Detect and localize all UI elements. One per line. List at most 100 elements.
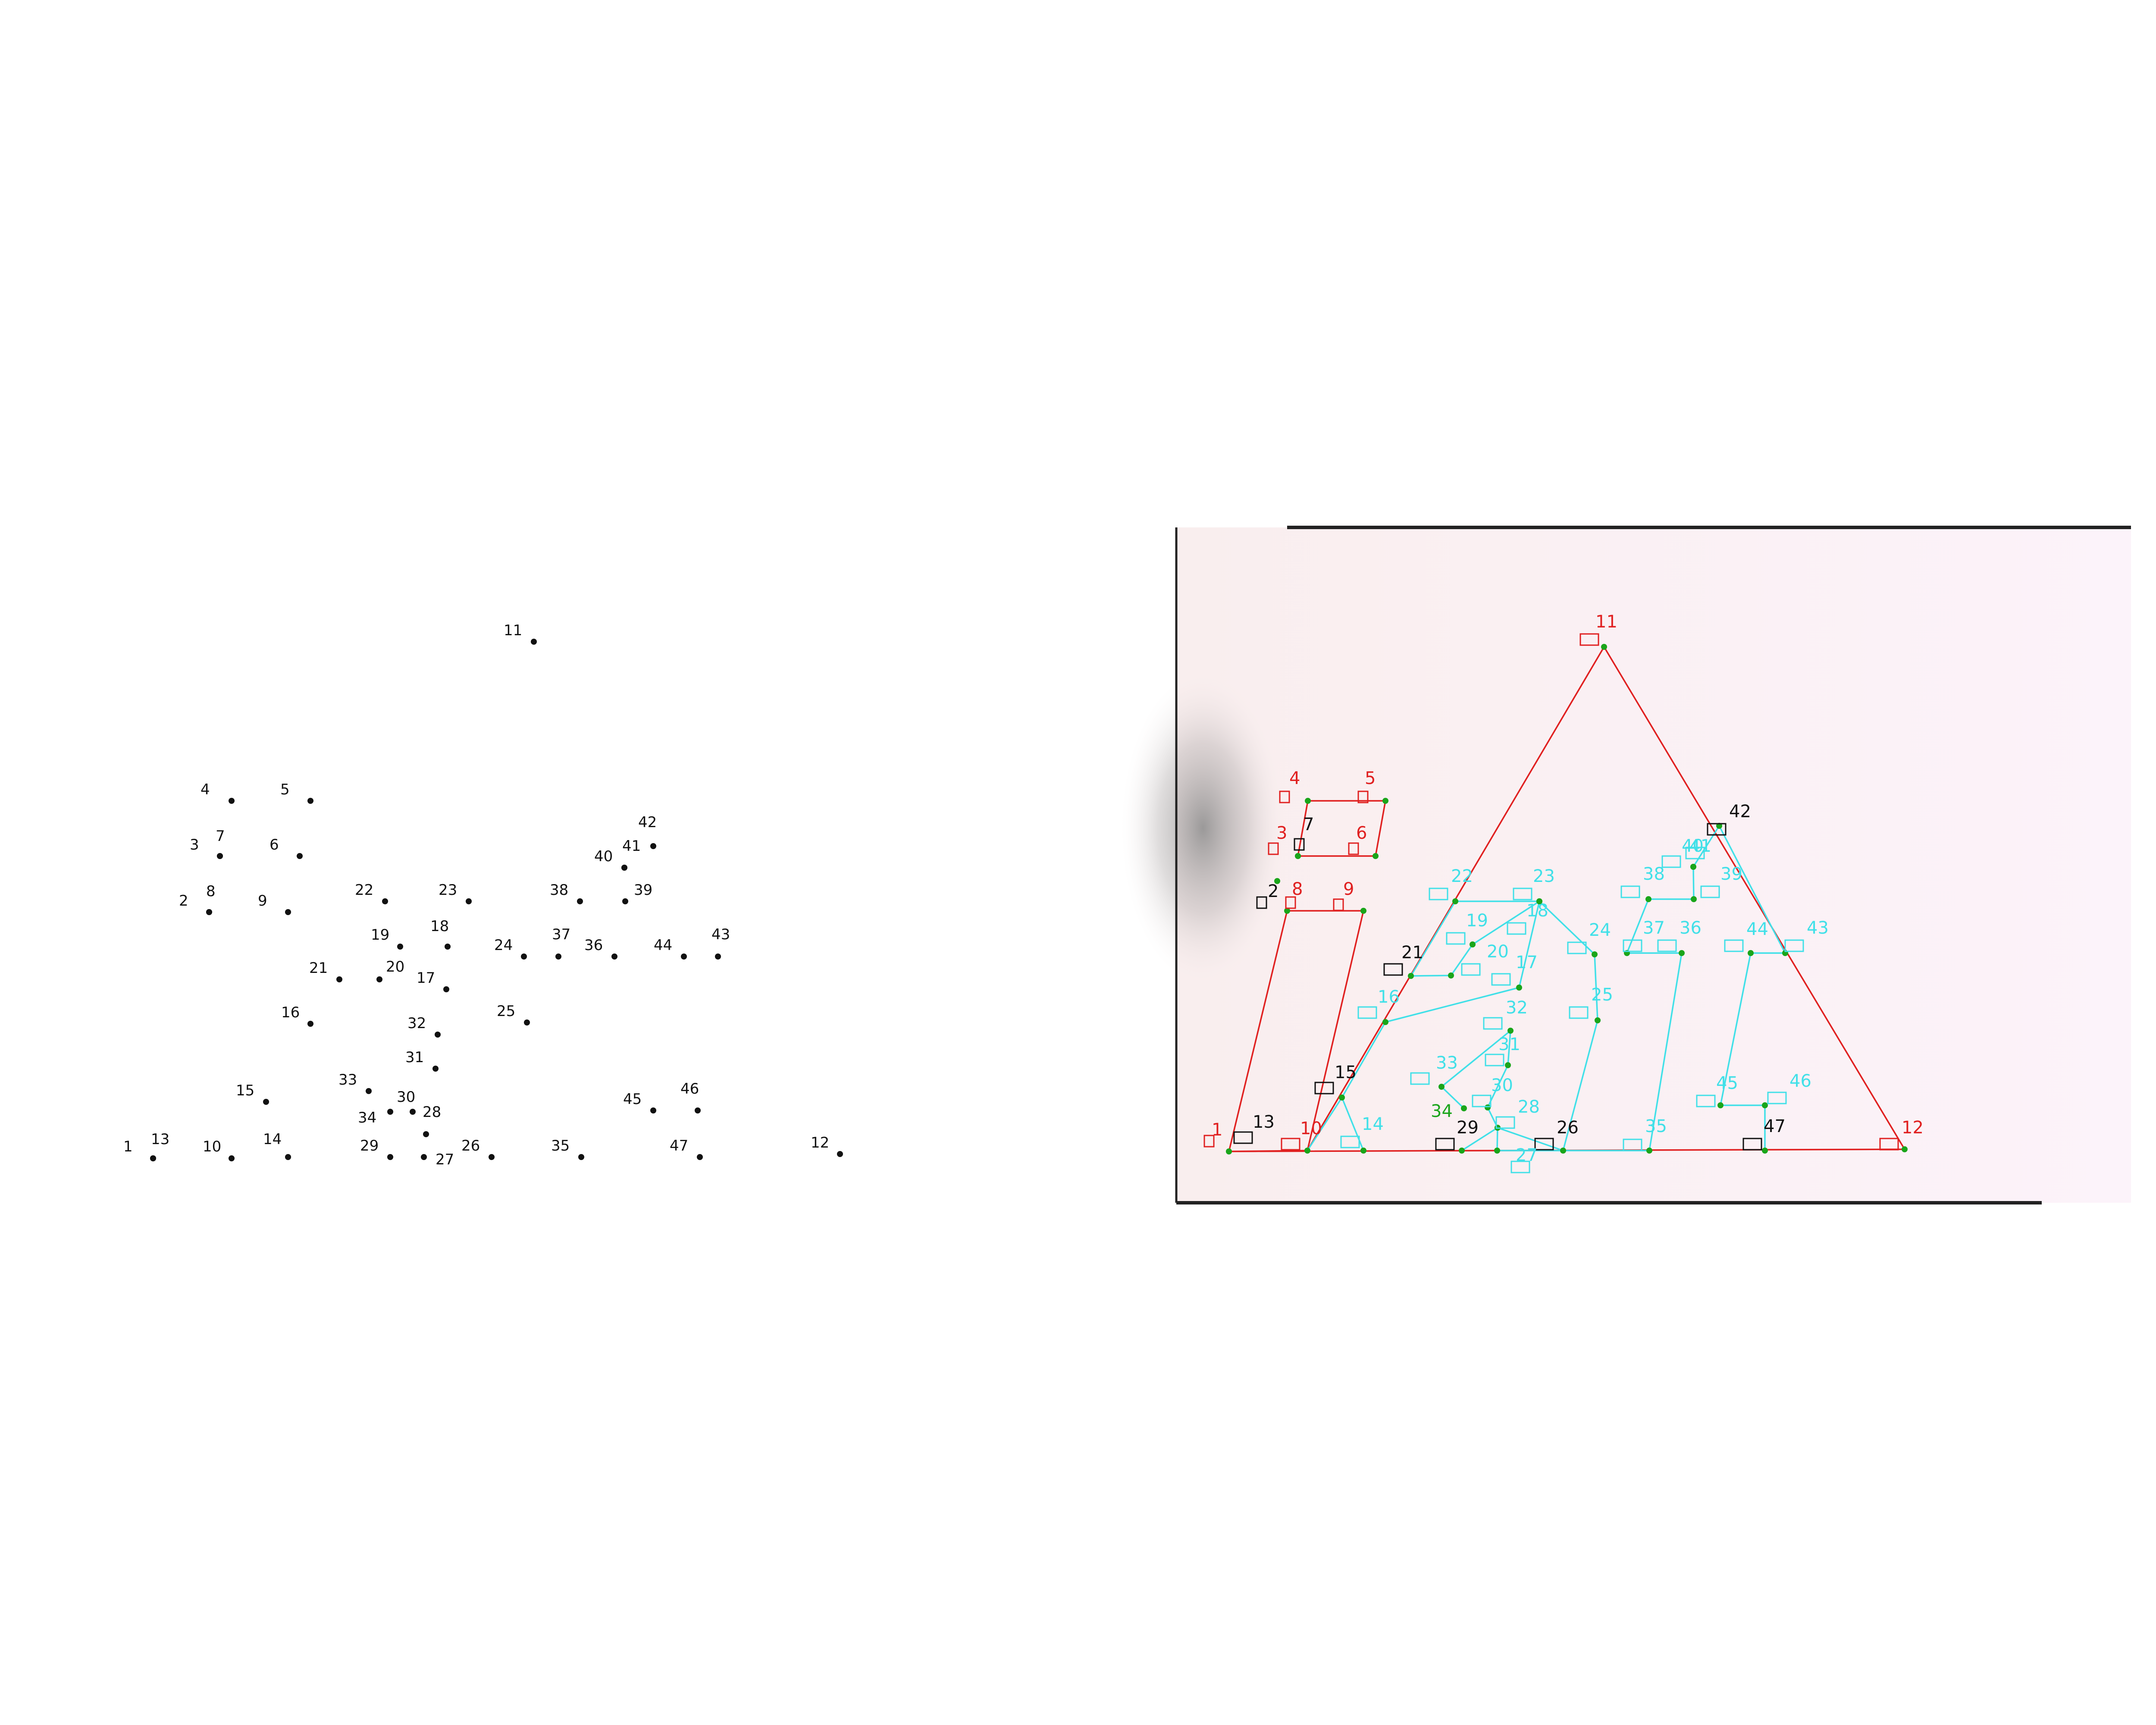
right-point-20-box [1461,963,1481,976]
left-point-29-dot [387,1154,393,1160]
right-point-8-box [1285,896,1296,909]
left-point-45-dot [650,1107,656,1113]
right-point-17-label: 17 [1516,953,1538,972]
left-point-19-dot [397,944,403,950]
right-point-12-vertex [1902,1146,1908,1152]
right-point-40-box [1661,855,1681,868]
left-point-4-dot [229,798,235,804]
right-point-16-vertex [1382,1019,1388,1025]
left-point-17-label: 17 [417,969,435,987]
right-point-9-vertex [1360,908,1366,914]
left-point-35-dot [578,1154,584,1160]
left-point-40-label: 40 [594,848,613,865]
right-point-10-label: 10 [1300,1119,1322,1138]
left-point-37-dot [555,953,561,960]
right-point-42-label: 42 [1729,802,1751,822]
left-point-13-dot [150,1155,156,1161]
left-point-19-label: 19 [371,926,389,944]
left-point-43-label: 43 [711,926,730,943]
right-point-24-label: 24 [1589,920,1611,940]
right-edge-secondary-8 [1563,825,1720,1151]
left-point-17-dot [443,986,449,992]
right-point-46-label: 46 [1789,1071,1811,1091]
left-point-8-label: 8 [206,883,216,900]
right-point-22-vertex [1452,898,1458,904]
left-point-38-label: 38 [550,881,568,899]
left-point-36-label: 36 [584,937,603,954]
right-point-25-label: 25 [1591,985,1613,1005]
right-point-43-label: 43 [1807,918,1829,938]
right-point-37-box [1623,939,1642,952]
right-edge-primary-2 [1228,910,1364,1152]
left-point-44-label: 44 [654,937,672,954]
right-point-10-vertex [1304,1148,1310,1154]
left-point-27-dot [421,1154,427,1160]
right-point-43-box [1784,939,1804,952]
left-point-34-label: 34 [358,1109,376,1126]
left-point-9-dot [285,909,291,915]
right-point-12-box [1879,1138,1899,1151]
left-point-11-dot [531,639,537,645]
right-point-30-box [1472,1095,1492,1107]
right-point-5-label: 5 [1365,768,1376,788]
left-point-42-label: 42 [638,814,657,831]
right-point-42-box [1707,823,1727,836]
right-point-4-label: 4 [1289,768,1300,788]
right-point-47-box [1742,1138,1762,1151]
right-point-44-box [1724,939,1744,952]
right-point-2-label: 2 [1268,881,1279,901]
right-point-32-box [1483,1017,1503,1030]
left-point-20-dot [376,976,382,982]
left-point-26-label: 26 [461,1137,480,1154]
right-point-7-vertex [1295,853,1301,859]
left-point-10-label: 10 [203,1138,221,1155]
left-point-9-label: 9 [258,892,267,910]
right-point-18-label: 18 [1526,901,1548,921]
left-point-7-dot [217,853,223,859]
left-point-41-label: 41 [622,837,641,855]
left-point-35-label: 35 [551,1137,570,1154]
right-point-37-label: 37 [1643,918,1665,938]
right-point-23-vertex [1536,898,1542,904]
photo-background [1176,527,2131,1203]
left-point-46-dot [695,1107,701,1113]
right-point-19-vertex [1470,941,1476,947]
right-point-14-vertex [1360,1148,1366,1154]
right-point-22-box [1429,888,1448,900]
right-point-1-label: 1 [1212,1120,1222,1140]
right-point-34-label: 34 [1431,1101,1453,1121]
left-point-10-dot [229,1155,235,1161]
photo-shadow [1121,673,1285,983]
right-point-34-vertex [1461,1105,1467,1111]
right-point-39-vertex [1691,896,1697,902]
right-point-2-vertex [1274,878,1280,884]
left-point-45-label: 45 [623,1091,642,1108]
right-point-46-box [1767,1091,1787,1104]
right-point-6-vertex [1373,853,1379,859]
left-point-12-label: 12 [811,1134,829,1151]
right-point-9-label: 9 [1343,879,1354,899]
right-point-36-box [1657,939,1677,952]
right-point-35-box [1623,1138,1642,1151]
right-point-47-vertex [1762,1148,1768,1154]
left-point-44-dot [681,953,687,960]
left-point-31-dot [432,1066,439,1072]
right-point-9-box [1333,898,1344,911]
right-point-27-box [1510,1160,1530,1173]
right-point-3-box [1268,842,1279,855]
left-point-24-label: 24 [494,937,513,954]
left-point-4-label: 4 [201,781,210,798]
left-point-14-label: 14 [263,1131,282,1148]
left-point-47-label: 47 [670,1137,688,1154]
right-point-26-vertex [1560,1148,1566,1154]
right-point-35-label: 35 [1645,1117,1667,1136]
left-point-2-label: 2 [179,892,188,910]
right-point-30-vertex [1485,1104,1491,1110]
right-point-33-vertex [1438,1084,1445,1090]
left-point-39-dot [622,898,628,904]
right-point-13-box [1233,1131,1253,1144]
left-point-32-label: 32 [407,1015,426,1032]
left-point-29-label: 29 [360,1137,379,1154]
left-point-23-label: 23 [439,881,457,899]
